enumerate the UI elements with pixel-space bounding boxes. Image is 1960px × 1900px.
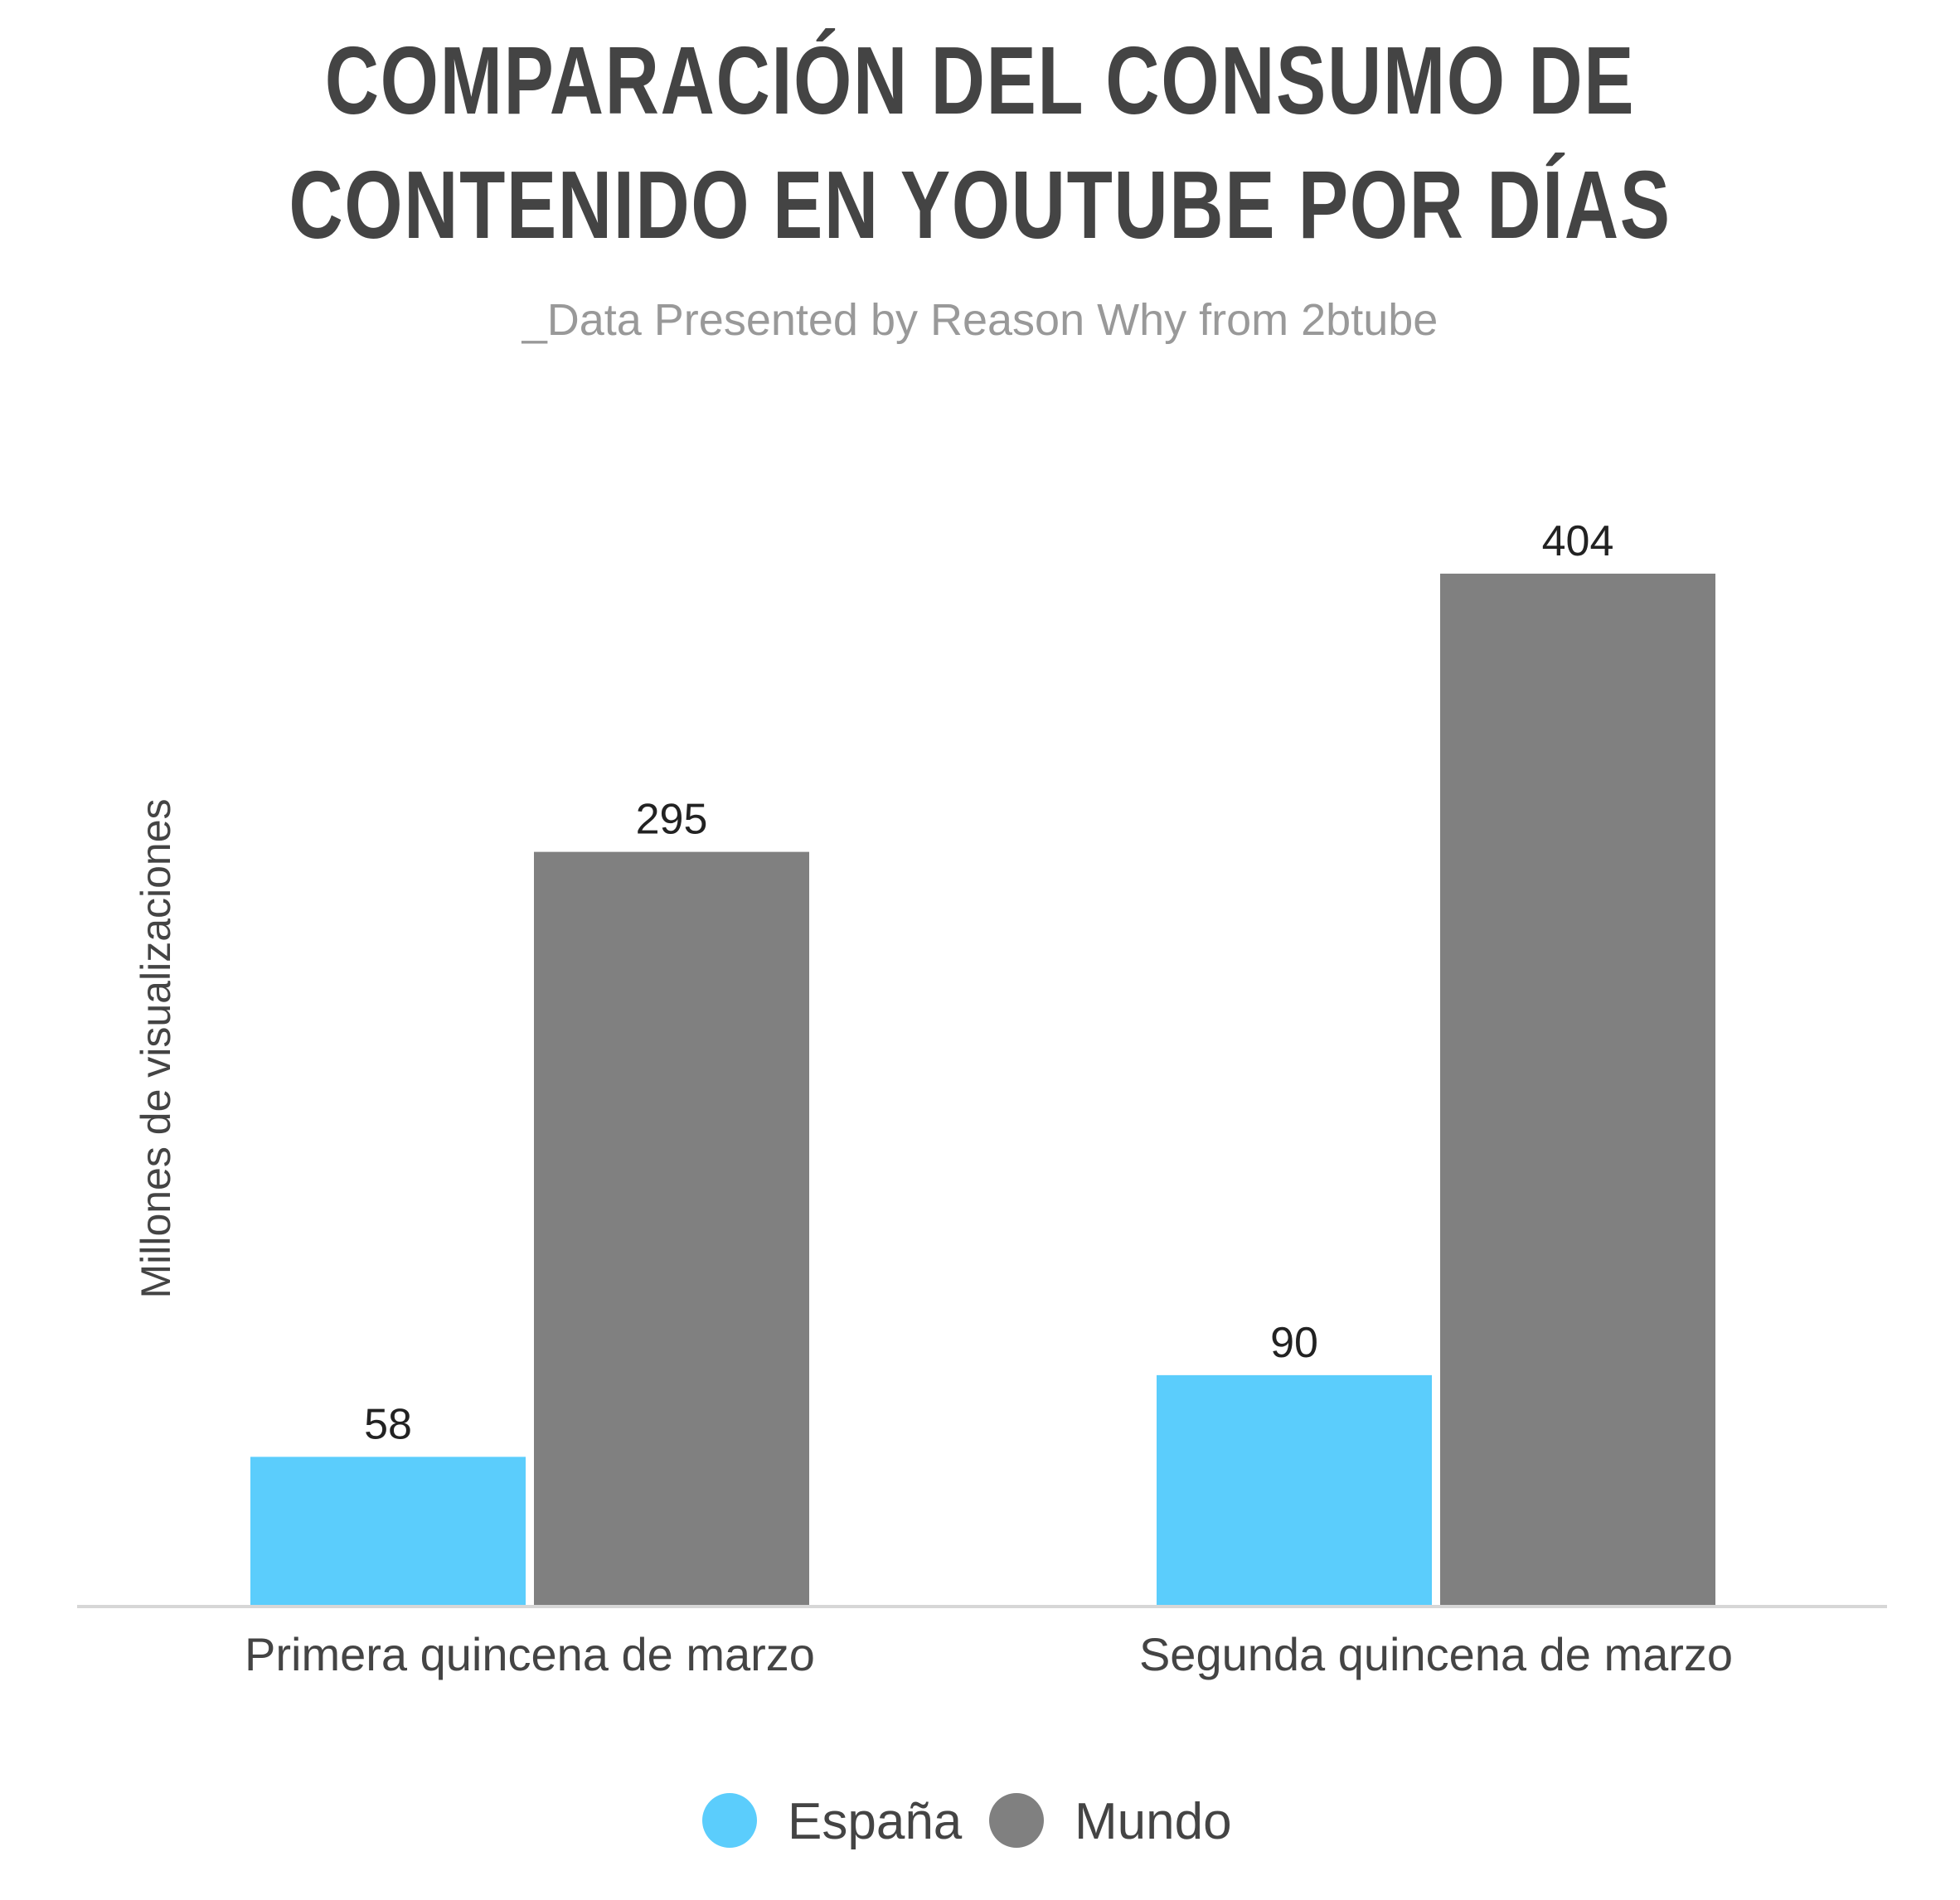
legend: España Mundo [702, 1793, 1232, 1850]
data-label-españa-0: 58 [364, 1400, 412, 1448]
legend-label-españa: España [788, 1793, 963, 1850]
data-label-mundo-0: 295 [636, 796, 708, 844]
chart-title-line-2: CONTENIDO EN YOUTUBE POR DÍAS [289, 151, 1671, 259]
legend-swatch-mundo [989, 1793, 1044, 1848]
chart-title: COMPARACIÓN DEL CONSUMO DE CONTENIDO EN … [216, 18, 1744, 267]
bar-mundo-1 [1440, 574, 1715, 1605]
data-label-españa-1: 90 [1270, 1319, 1318, 1367]
category-labels: Primera quincena de marzo Segunda quincen… [245, 1628, 1733, 1680]
chart-title-line-1: COMPARACIÓN DEL CONSUMO DE [324, 27, 1636, 134]
bar-mundo-0 [534, 851, 809, 1605]
category-label-0: Primera quincena de marzo [245, 1628, 815, 1680]
y-axis-label: Millones de visualizaciones [133, 798, 179, 1298]
data-label-mundo-1: 404 [1542, 517, 1614, 565]
bar-españa-0 [250, 1457, 526, 1605]
bars-group: 58 295 90 404 [250, 517, 1715, 1605]
chart-subtitle: _Data Presented by Reason Why from 2btub… [522, 295, 1438, 345]
category-label-1: Segunda quincena de marzo [1139, 1628, 1733, 1680]
legend-swatch-españa [702, 1793, 757, 1848]
bar-españa-1 [1157, 1374, 1432, 1605]
legend-label-mundo: Mundo [1075, 1793, 1232, 1850]
